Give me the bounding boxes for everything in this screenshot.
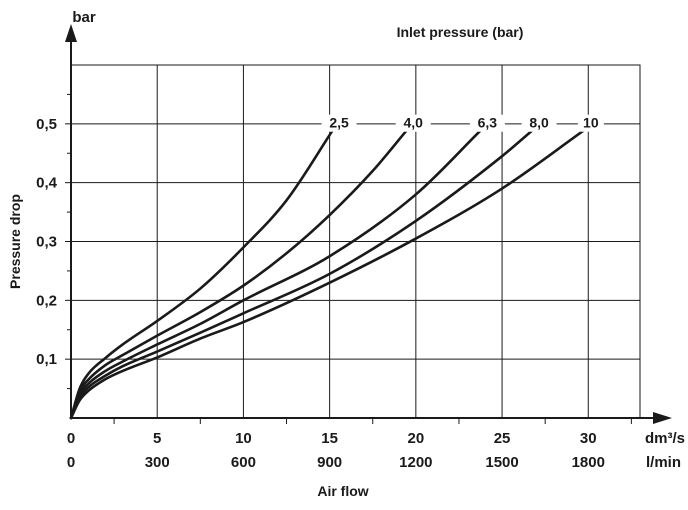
curve-label-bg: [469, 114, 505, 132]
x-tick-sublabel: 1800: [572, 454, 605, 471]
axes: [65, 24, 672, 424]
x-unit-primary: dm³/s: [645, 430, 685, 447]
y-tick-label: 0,3: [36, 234, 57, 251]
x-tick-sublabel: 600: [231, 454, 256, 471]
series-curve: [69, 128, 587, 420]
curve-label: 10: [583, 115, 599, 131]
curve-label: 8,0: [529, 115, 549, 131]
x-tick-label: 25: [494, 430, 511, 447]
series-curve: [69, 128, 409, 420]
chart-title: Inlet pressure (bar): [397, 24, 524, 40]
x-tick-sublabel: 1500: [485, 454, 518, 471]
series-curve: [69, 128, 483, 420]
labels-group: 0 0 5 300 10 600 15 900 20 1200 25 1500 30 1800 0,1 0,2…: [7, 9, 685, 499]
x-tick-label: 10: [235, 430, 252, 447]
curve-label-bg: [521, 114, 557, 132]
x-tick-sublabel: 1200: [399, 454, 432, 471]
y-tick-label: 0,1: [36, 351, 57, 368]
x-tick-sublabel: 0: [67, 454, 75, 471]
x-tick-sublabel: 300: [145, 454, 170, 471]
y-axis-arrow: [65, 24, 77, 42]
curve-label: 2,5: [329, 115, 349, 131]
x-tick-sublabel: 900: [317, 454, 342, 471]
x-tick-label: 30: [580, 430, 597, 447]
curve-label: 4,0: [403, 115, 423, 131]
curve-label: 6,3: [478, 115, 498, 131]
y-axis-title: Pressure drop: [7, 194, 23, 289]
x-tick-label: 15: [321, 430, 338, 447]
series-curve: [69, 128, 535, 420]
x-axis-title: Air flow: [317, 483, 368, 499]
series-curve: [69, 128, 335, 420]
x-unit-secondary: l/min: [646, 454, 681, 471]
curve-label-bg: [321, 114, 357, 132]
x-tick-label: 20: [408, 430, 425, 447]
x-tick-label: 5: [153, 430, 161, 447]
y-unit-label: bar: [72, 9, 96, 26]
curve-label-bg: [395, 114, 431, 132]
y-tick-label: 0,5: [36, 116, 57, 133]
series-group: [69, 128, 587, 420]
x-axis-arrow: [653, 412, 672, 424]
curve-label-bg: [577, 114, 604, 132]
y-tick-label: 0,2: [36, 292, 57, 309]
x-tick-label: 0: [67, 430, 75, 447]
y-tick-label: 0,4: [36, 175, 58, 192]
